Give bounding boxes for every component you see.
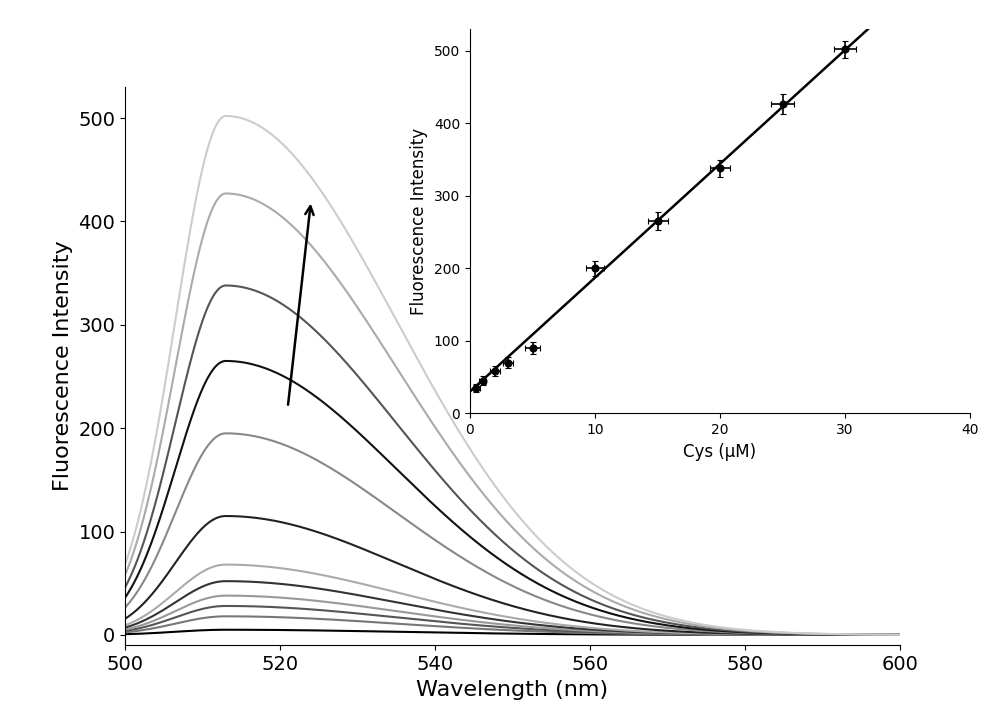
X-axis label: Cys (μM): Cys (μM) — [683, 442, 757, 460]
Y-axis label: Fluorescence Intensity: Fluorescence Intensity — [53, 241, 73, 492]
X-axis label: Wavelength (nm): Wavelength (nm) — [416, 679, 609, 700]
Y-axis label: Fluorescence Intensity: Fluorescence Intensity — [410, 128, 428, 315]
